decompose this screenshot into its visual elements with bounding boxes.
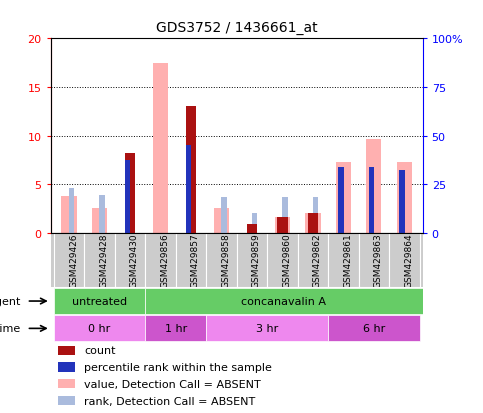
Bar: [58, 396, 75, 405]
Bar: [92, 209, 107, 233]
Text: GSM429858: GSM429858: [221, 233, 230, 288]
Bar: [366, 140, 382, 233]
Bar: [186, 146, 191, 233]
Bar: [145, 288, 423, 314]
Text: GSM429863: GSM429863: [374, 233, 383, 288]
Text: untreated: untreated: [72, 296, 127, 306]
Text: rank, Detection Call = ABSENT: rank, Detection Call = ABSENT: [84, 396, 256, 406]
Text: percentile rank within the sample: percentile rank within the sample: [84, 362, 272, 372]
Text: 6 hr: 6 hr: [363, 324, 385, 334]
Text: 3 hr: 3 hr: [256, 324, 278, 334]
Bar: [206, 233, 237, 288]
Bar: [282, 197, 287, 233]
Bar: [214, 209, 229, 233]
Bar: [153, 64, 168, 233]
Bar: [176, 233, 206, 288]
Bar: [328, 316, 420, 342]
Text: 1 hr: 1 hr: [165, 324, 187, 334]
Bar: [305, 214, 321, 233]
Bar: [84, 233, 115, 288]
Text: agent: agent: [0, 296, 21, 306]
Bar: [252, 214, 257, 233]
Text: GSM429856: GSM429856: [160, 233, 170, 288]
Bar: [58, 346, 75, 355]
Bar: [99, 195, 105, 233]
Bar: [145, 316, 206, 342]
Bar: [338, 167, 344, 233]
Bar: [308, 214, 318, 233]
Text: GSM429860: GSM429860: [283, 233, 291, 288]
Text: GSM429864: GSM429864: [404, 233, 413, 288]
Bar: [237, 233, 267, 288]
Bar: [54, 316, 145, 342]
Bar: [267, 233, 298, 288]
Text: GSM429857: GSM429857: [191, 233, 200, 288]
Bar: [61, 196, 77, 233]
Bar: [389, 233, 420, 288]
Bar: [125, 160, 130, 233]
Text: GSM429426: GSM429426: [69, 233, 78, 287]
Text: concanavalin A: concanavalin A: [242, 296, 327, 306]
Bar: [397, 162, 412, 233]
Bar: [54, 233, 84, 288]
Bar: [275, 218, 290, 233]
Text: GSM429861: GSM429861: [343, 233, 353, 288]
Bar: [58, 363, 75, 372]
Bar: [206, 316, 328, 342]
Bar: [221, 197, 227, 233]
Bar: [69, 189, 74, 233]
Bar: [58, 379, 75, 389]
Text: time: time: [0, 324, 21, 334]
Text: GSM429859: GSM429859: [252, 233, 261, 288]
Text: value, Detection Call = ABSENT: value, Detection Call = ABSENT: [84, 379, 261, 389]
Bar: [145, 233, 176, 288]
Bar: [358, 233, 389, 288]
Text: 0 hr: 0 hr: [88, 324, 111, 334]
Bar: [328, 233, 358, 288]
Text: GSM429862: GSM429862: [313, 233, 322, 288]
Bar: [185, 107, 196, 233]
Bar: [369, 167, 374, 233]
Text: GSM429430: GSM429430: [130, 233, 139, 288]
Bar: [115, 233, 145, 288]
Bar: [247, 224, 257, 233]
Bar: [125, 154, 135, 233]
Bar: [399, 170, 405, 233]
Bar: [336, 162, 351, 233]
Text: GDS3752 / 1436661_at: GDS3752 / 1436661_at: [156, 21, 317, 35]
Bar: [298, 233, 328, 288]
Text: GSM429428: GSM429428: [99, 233, 109, 287]
Bar: [277, 218, 288, 233]
Bar: [313, 197, 318, 233]
Bar: [54, 288, 145, 314]
Text: count: count: [84, 346, 116, 356]
